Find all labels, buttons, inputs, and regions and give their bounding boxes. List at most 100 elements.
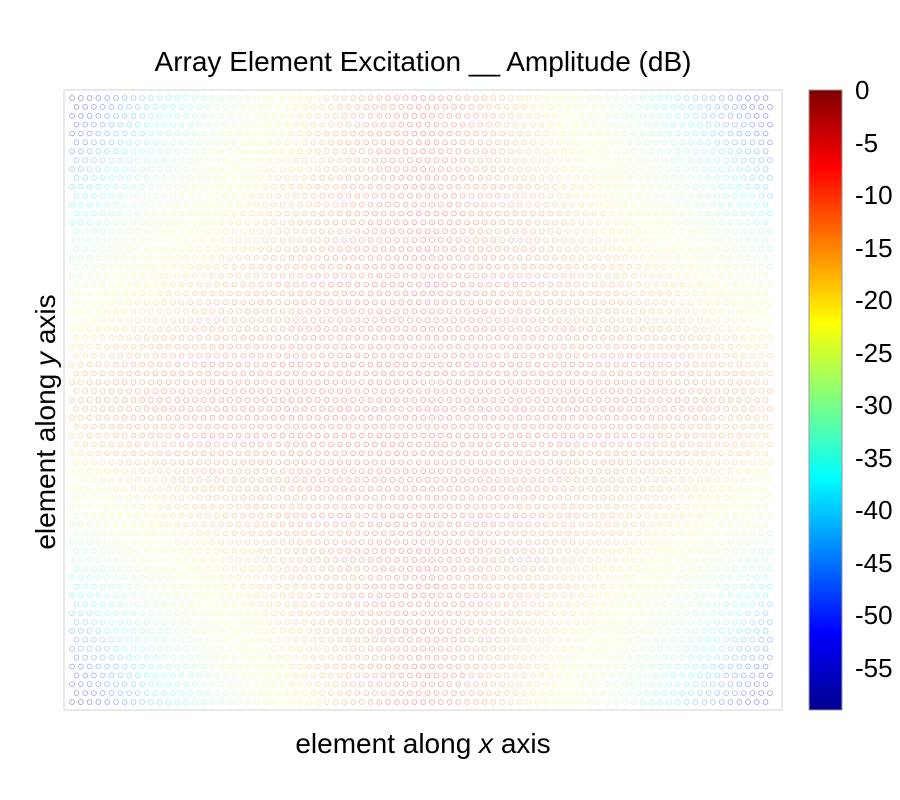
array-element-point: [178, 352, 185, 359]
array-element-point: [626, 388, 633, 394]
array-element-point: [530, 388, 536, 394]
array-element-point: [451, 352, 457, 359]
array-element-point: [617, 175, 624, 181]
array-element-point: [538, 317, 545, 323]
array-element-point: [306, 290, 312, 297]
array-element-point: [727, 219, 734, 226]
array-element-point: [552, 415, 558, 421]
array-element-point: [714, 228, 721, 234]
array-element-point: [679, 352, 685, 359]
array-element-point: [284, 335, 290, 341]
array-element-point: [113, 343, 119, 350]
array-element-point: [192, 308, 198, 314]
array-element-point: [376, 184, 383, 190]
array-element-point: [297, 130, 304, 137]
array-element-point: [508, 219, 514, 226]
array-element-point: [701, 148, 707, 155]
array-element-point: [121, 326, 128, 332]
array-element-point: [240, 104, 246, 110]
array-element-point: [486, 335, 492, 341]
array-element-point: [363, 317, 369, 323]
array-element-point: [688, 370, 694, 377]
array-element-point: [284, 370, 290, 377]
array-element-point: [350, 272, 356, 279]
array-element-point: [591, 317, 598, 323]
array-element-point: [244, 255, 251, 261]
array-element-point: [82, 139, 88, 146]
array-element-point: [714, 317, 721, 323]
array-element-point: [394, 166, 400, 172]
array-element-point: [104, 130, 110, 137]
array-element-point: [157, 255, 163, 261]
array-element-point: [161, 281, 167, 288]
array-element-point: [697, 228, 703, 234]
array-element-point: [749, 352, 756, 359]
array-element-point: [543, 148, 549, 155]
array-element-point: [442, 406, 448, 412]
array-element-point: [306, 379, 312, 385]
array-element-point: [420, 379, 426, 385]
array-element-point: [517, 415, 523, 421]
array-element-point: [95, 148, 102, 155]
array-element-point: [635, 370, 642, 377]
array-element-point: [481, 379, 488, 385]
array-element-point: [130, 379, 137, 385]
array-element-point: [416, 157, 422, 163]
array-element-point: [416, 121, 422, 128]
array-element-point: [284, 210, 290, 217]
array-element-point: [560, 184, 567, 190]
array-element-point: [481, 201, 488, 208]
array-element-point: [332, 415, 339, 421]
array-element-point: [258, 139, 264, 146]
array-element-point: [521, 281, 527, 288]
array-element-point: [670, 228, 677, 234]
array-element-point: [477, 406, 484, 412]
array-element-point: [126, 299, 132, 306]
array-element-point: [639, 272, 646, 279]
array-element-point: [297, 184, 304, 190]
array-element-point: [78, 184, 84, 190]
array-element-point: [745, 361, 751, 368]
array-element-point: [209, 184, 216, 190]
array-element-point: [508, 95, 514, 101]
array-element-point: [565, 192, 571, 199]
array-element-point: [692, 379, 699, 385]
array-element-point: [459, 335, 466, 341]
array-element-point: [244, 308, 251, 314]
array-element-point: [363, 157, 369, 163]
array-element-point: [380, 175, 387, 181]
array-element-point: [236, 148, 242, 155]
array-element-point: [398, 228, 404, 234]
array-element-point: [113, 326, 119, 332]
array-element-point: [275, 335, 282, 341]
array-element-point: [670, 281, 677, 288]
array-element-point: [631, 130, 637, 137]
array-element-point: [701, 130, 707, 137]
array-element-point: [161, 299, 167, 306]
array-element-point: [323, 148, 330, 155]
array-element-point: [736, 343, 743, 350]
array-element-point: [683, 148, 690, 155]
array-element-point: [525, 148, 532, 155]
array-element-point: [258, 192, 264, 199]
array-element-point: [657, 308, 664, 314]
array-element-point: [582, 299, 589, 306]
array-element-point: [205, 228, 211, 234]
array-element-point: [323, 397, 330, 403]
array-element-point: [135, 406, 141, 412]
array-element-point: [749, 388, 756, 394]
array-element-point: [438, 148, 444, 155]
array-element-point: [591, 246, 598, 252]
array-element-point: [587, 308, 593, 314]
array-element-point: [762, 255, 769, 261]
array-element-point: [495, 388, 501, 394]
array-element-point: [402, 148, 409, 155]
array-element-point: [266, 175, 273, 181]
array-element-point: [767, 335, 773, 341]
array-element-point: [530, 299, 536, 306]
array-element-point: [372, 264, 378, 270]
array-element-point: [121, 237, 128, 243]
array-element-point: [262, 219, 268, 226]
array-element-point: [464, 379, 470, 385]
array-element-point: [389, 228, 396, 234]
